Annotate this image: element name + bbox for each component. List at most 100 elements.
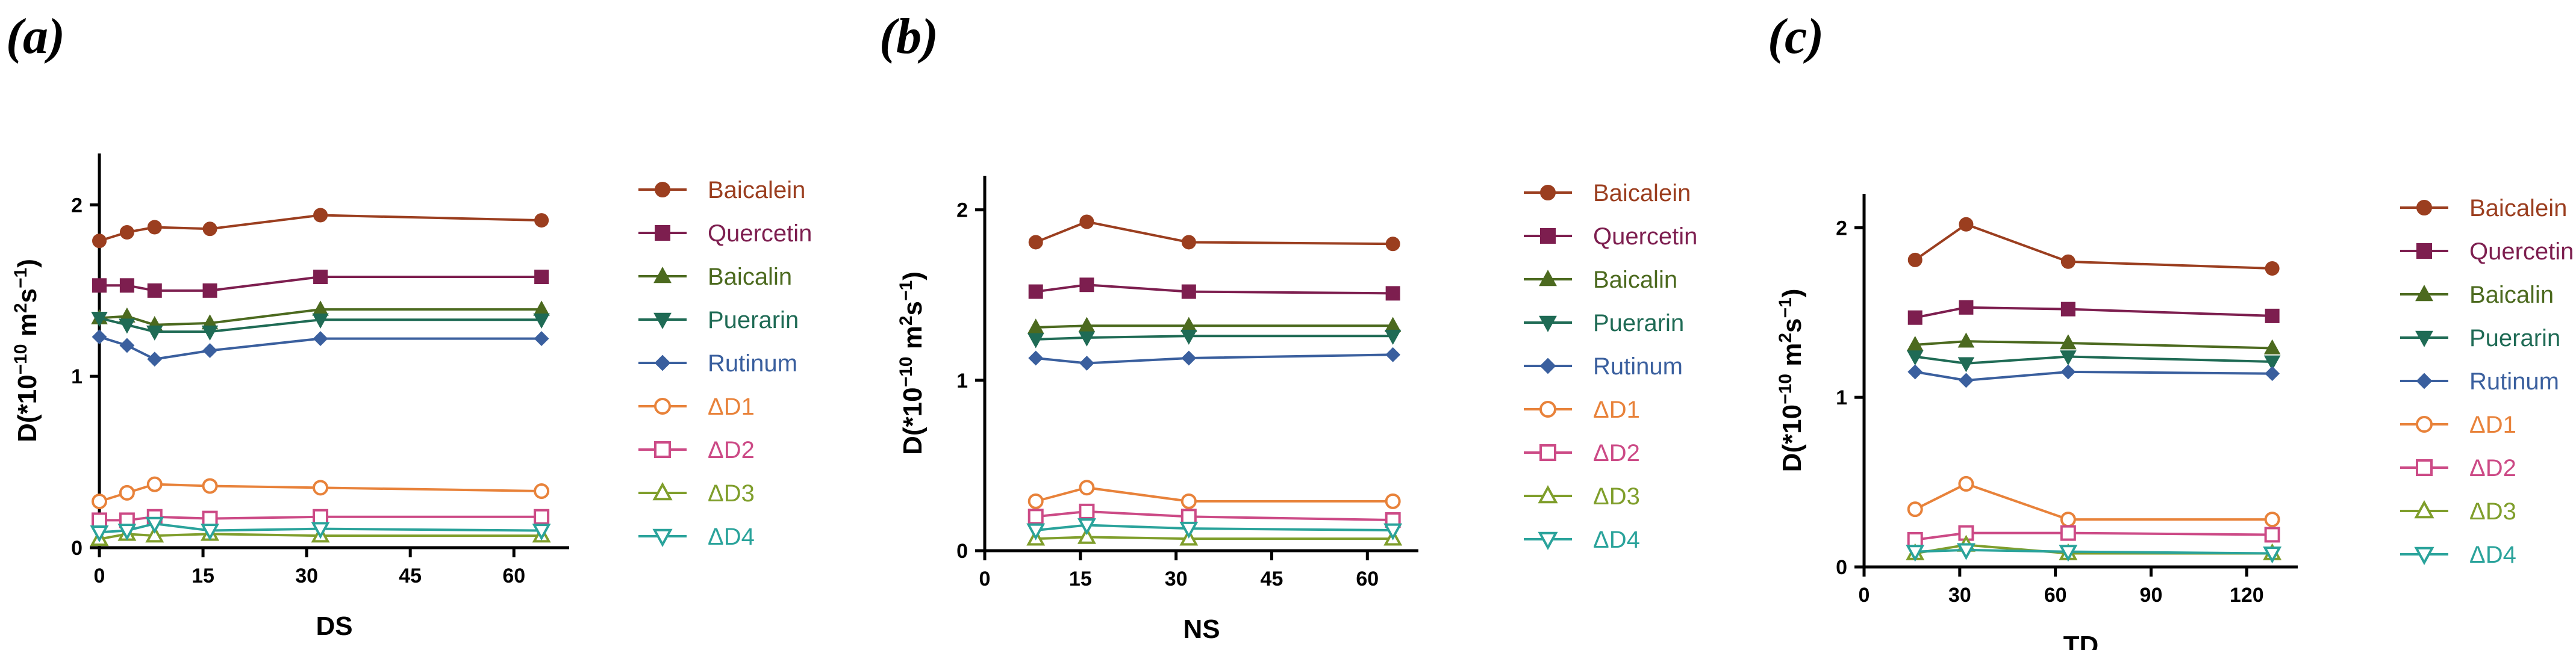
x-tick-label: 120 <box>2230 584 2264 607</box>
data-point-delta-d2 <box>1180 509 1197 525</box>
legend-label: Puerarin <box>708 307 799 333</box>
series-line-delta-d1 <box>1914 482 2272 521</box>
data-point-rutinum <box>2060 364 2076 380</box>
data-point-delta-d1 <box>313 480 329 496</box>
legend-label: Rutinum <box>708 350 797 377</box>
legend-marker-baicalein <box>2416 200 2432 215</box>
legend-marker-delta-d2 <box>1539 444 1556 461</box>
data-point-quercetin <box>534 270 549 285</box>
data-point-quercetin <box>92 278 107 293</box>
series-baicalein <box>92 208 549 249</box>
data-point-delta-d4 <box>1383 523 1403 540</box>
series-puerarin <box>1906 350 2281 373</box>
data-point-rutinum <box>1385 347 1401 362</box>
data-point-rutinum <box>1181 350 1197 366</box>
legend-label: Quercetin <box>1593 223 1697 250</box>
data-point-delta-d1 <box>1180 493 1197 509</box>
data-point-delta-d4 <box>1179 521 1199 539</box>
data-point-rutinum <box>1028 350 1044 366</box>
legend: Baicalein Quercetin Baicalin Puerarin Rutinu… <box>1524 180 1697 553</box>
data-point-puerarin <box>533 313 550 329</box>
legend-label: ΔD3 <box>2469 498 2516 525</box>
x-axis-title: TD <box>2063 631 2099 650</box>
data-point-delta-d4 <box>2263 546 2282 564</box>
data-point-delta-d1 <box>92 494 107 510</box>
data-point-baicalein <box>1181 235 1196 250</box>
y-axis-title-superscript: −10 <box>11 344 31 375</box>
data-point-baicalein <box>313 208 328 223</box>
legend-item-baicalein: Baicalein <box>638 177 805 203</box>
y-axis-title-text: s <box>1777 318 1807 332</box>
data-point-baicalin <box>1078 317 1096 332</box>
legend-label: Baicalein <box>708 177 805 203</box>
series-line-puerarin <box>1915 355 2272 365</box>
series-line-delta-d1 <box>1035 486 1393 503</box>
series-delta-d3 <box>1026 527 1403 546</box>
x-axis-title: NS <box>1183 614 1220 644</box>
series-line-rutinum <box>1035 353 1393 365</box>
series-delta-d1 <box>1907 475 2280 528</box>
data-point-delta-d1 <box>2264 512 2280 528</box>
legend-item-delta-d2: ΔD2 <box>638 437 755 463</box>
legend-label: Baicalein <box>2469 195 2567 221</box>
legend-item-delta-d4: ΔD4 <box>2400 542 2516 568</box>
legend-label: ΔD3 <box>1593 483 1640 510</box>
y-axis-title-superscript: −1 <box>1776 297 1795 318</box>
data-point-puerarin <box>1078 331 1096 347</box>
legend-item-rutinum: Rutinum <box>2400 368 2559 395</box>
series-baicalein <box>1028 214 1400 252</box>
data-point-delta-d4 <box>201 524 220 541</box>
y-tick-label: 0 <box>71 537 83 560</box>
data-point-baicalein <box>1079 214 1094 229</box>
series-rutinum <box>1028 347 1401 371</box>
legend-marker-delta-d2 <box>654 441 671 458</box>
x-tick-label: 45 <box>399 565 422 587</box>
data-point-quercetin <box>2265 308 2280 323</box>
data-point-delta-d4 <box>145 516 164 534</box>
series-line-baicalein <box>1035 220 1393 246</box>
data-point-delta-d1 <box>1385 493 1401 509</box>
data-point-puerarin <box>91 312 108 327</box>
y-axis-title-superscript: −1 <box>11 268 31 288</box>
series-delta-d2 <box>1907 525 2280 548</box>
data-point-baicalein <box>1385 237 1400 252</box>
data-point-delta-d3 <box>1077 527 1096 544</box>
series-baicalin <box>1027 317 1402 334</box>
data-point-baicalein <box>534 213 549 228</box>
y-axis-title-superscript: −10 <box>896 357 916 388</box>
data-point-puerarin <box>1957 357 1975 373</box>
y-axis-title-text: m <box>13 313 42 344</box>
data-point-delta-d2 <box>2060 525 2076 541</box>
legend-item-delta-d1: ΔD1 <box>638 394 755 420</box>
series-line-quercetin <box>1035 283 1393 295</box>
x-tick-label: 30 <box>1948 584 1971 607</box>
data-point-rutinum <box>2265 366 2280 382</box>
legend-marker-baicalin <box>2415 285 2433 302</box>
legend-item-baicalin: Baicalin <box>638 264 792 290</box>
data-point-delta-d1 <box>1079 480 1095 496</box>
data-point-quercetin <box>202 283 217 298</box>
data-point-puerarin <box>119 318 136 334</box>
panel-label: (c) <box>1768 8 1824 64</box>
legend-marker-puerarin <box>1539 315 1557 332</box>
y-tick-label: 1 <box>956 370 968 392</box>
legend-item-baicalein: Baicalein <box>1524 180 1691 206</box>
data-point-delta-d1 <box>1958 475 1974 492</box>
legend-item-delta-d4: ΔD4 <box>638 524 755 550</box>
data-point-delta-d4 <box>532 524 551 541</box>
data-point-baicalein <box>1959 217 1974 232</box>
panel-label: (b) <box>879 8 938 64</box>
data-point-quercetin <box>1907 310 1923 325</box>
y-tick-label: 2 <box>1836 217 1847 240</box>
legend-marker-delta-d4 <box>2414 546 2434 565</box>
series-line-baicalin <box>1915 340 2272 350</box>
legend-item-baicalein: Baicalein <box>2400 195 2567 221</box>
series-puerarin <box>91 312 550 341</box>
legend-marker-quercetin <box>655 225 670 241</box>
legend-item-quercetin: Quercetin <box>2400 238 2574 265</box>
data-point-delta-d4 <box>2059 545 2078 562</box>
legend: Baicalein Quercetin Baicalin Puerarin Rutinu… <box>2400 195 2574 568</box>
legend-item-delta-d2: ΔD2 <box>2400 455 2516 481</box>
y-tick-label: 2 <box>956 199 968 222</box>
